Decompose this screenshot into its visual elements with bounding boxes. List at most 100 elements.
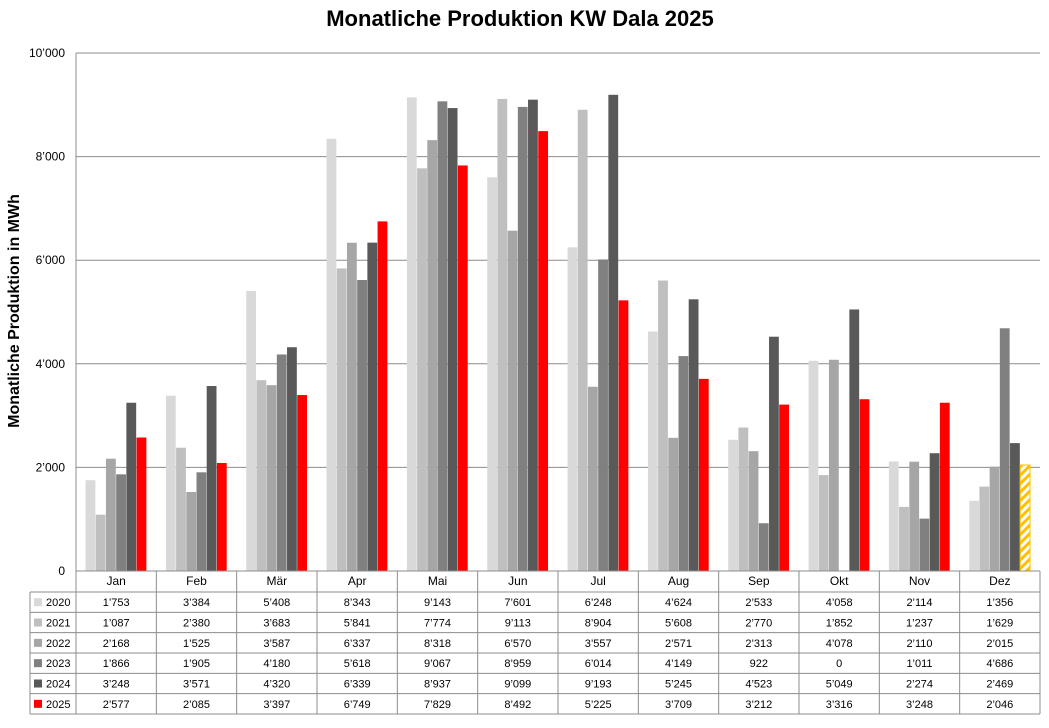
- data-label: 2’110: [906, 638, 932, 650]
- legend-label: 2025: [46, 699, 70, 711]
- legend-key-2023: [34, 659, 42, 668]
- data-label: 5’608: [665, 618, 692, 630]
- data-label: 4’320: [263, 679, 290, 691]
- bar-2024-Mär: [287, 347, 297, 571]
- data-label: 6’570: [504, 638, 531, 650]
- category-label: Nov: [909, 574, 930, 588]
- category-label: Dez: [989, 574, 1010, 588]
- data-label: 9’113: [505, 618, 531, 630]
- data-label: 9’193: [585, 679, 612, 691]
- data-label: 2’533: [745, 597, 772, 609]
- bar-2022-Mai: [427, 140, 438, 571]
- legend-label: 2021: [46, 618, 70, 630]
- data-label: 2’114: [906, 597, 932, 609]
- bar-2022-Jul: [587, 386, 598, 571]
- bar-2020-Aug: [647, 331, 658, 571]
- bar-2020-Mär: [246, 290, 257, 571]
- bar-2025-Aug: [698, 378, 709, 571]
- bar-2024-Jul: [608, 94, 619, 572]
- bar-2025-Jun: [538, 131, 549, 572]
- legend-key-2025: [34, 699, 42, 708]
- data-label: 8’492: [504, 699, 531, 711]
- bar-2024-Mai: [447, 108, 458, 571]
- bar-2023-Sep: [758, 523, 769, 571]
- data-label: 3’384: [183, 597, 210, 609]
- data-label: 6’339: [344, 679, 371, 691]
- bar-2025-Nov: [939, 402, 950, 571]
- legend-key-2022: [34, 638, 42, 647]
- data-label: 6’248: [585, 597, 612, 609]
- bar-2025-Mai: [457, 165, 468, 571]
- bar-2025-Feb: [216, 463, 227, 571]
- data-label: 9’099: [504, 679, 531, 691]
- bar-2021-Sep: [738, 427, 749, 571]
- y-axis-label: Monatliche Produktion in MWh: [6, 194, 23, 428]
- data-label: 7’601: [504, 597, 531, 609]
- bar-2023-Jun: [517, 106, 528, 572]
- bar-2020-Mai: [406, 97, 417, 571]
- bar-2024-Sep: [769, 336, 779, 571]
- bar-2023-Apr: [357, 279, 367, 571]
- legend-key-2021: [34, 618, 42, 627]
- data-label: 1’905: [183, 658, 210, 670]
- data-label: 2’577: [103, 699, 130, 711]
- data-label: 1’753: [103, 597, 130, 609]
- bar-2023-Dez: [999, 328, 1010, 571]
- y-tick-label: 8’000: [36, 150, 66, 164]
- data-label: 4’078: [826, 638, 853, 650]
- y-tick-label: 10’000: [29, 46, 65, 60]
- data-label: 3’248: [906, 699, 933, 711]
- data-label: 5’245: [665, 679, 692, 691]
- data-label: 2’085: [183, 699, 210, 711]
- data-label: 3’571: [183, 679, 210, 691]
- bar-2022-Apr: [346, 242, 357, 572]
- data-label: 4’149: [665, 658, 692, 670]
- bar-2022-Sep: [748, 451, 759, 571]
- data-label: 8’959: [504, 658, 531, 670]
- category-label: Mai: [428, 574, 447, 588]
- data-label: 8’904: [585, 618, 612, 630]
- bar-2024-Dez: [1010, 443, 1020, 571]
- data-label: 3’248: [103, 679, 130, 691]
- category-label: Okt: [830, 574, 849, 588]
- data-label: 1’525: [183, 638, 210, 650]
- bar-2022-Feb: [186, 492, 197, 571]
- data-table: Jan Feb Mär Apr Mai Jun Jul Aug Sep Okt Nov Dez 2020…: [29, 570, 1041, 715]
- data-label: 2’274: [906, 679, 933, 691]
- legend-label: 2020: [46, 597, 70, 609]
- bar-2023-Jan: [116, 474, 126, 571]
- data-label: 1’356: [986, 597, 1013, 609]
- data-label: 8’343: [344, 597, 371, 609]
- data-label: 7’774: [424, 618, 451, 630]
- y-tick-label: 6’000: [36, 253, 66, 267]
- data-label: 5’408: [263, 597, 290, 609]
- legend-label: 2022: [46, 638, 70, 650]
- data-label: 4’624: [665, 597, 692, 609]
- y-tick-label: 4’000: [36, 357, 66, 371]
- category-label: Jan: [106, 574, 125, 588]
- bar-2023-Mär: [276, 354, 287, 571]
- bar-2024-Apr: [367, 242, 378, 571]
- y-tick-labels: 0 2’000 4’000 6’000 8’000 10’000: [29, 46, 65, 578]
- bar-2025-Jan: [136, 437, 147, 571]
- data-label: 1’866: [103, 658, 130, 670]
- data-label: 3’587: [263, 638, 290, 650]
- bar-2022-Aug: [668, 437, 679, 571]
- legend-key-2020: [34, 598, 42, 607]
- bar-2023-Feb: [196, 472, 207, 571]
- data-label: 2’380: [183, 618, 210, 630]
- bar-2021-Jul: [577, 109, 588, 572]
- data-label: 3’557: [585, 638, 612, 650]
- data-label: 4’058: [826, 597, 853, 609]
- bar-2020-Dez: [969, 500, 980, 571]
- bar-2022-Jun: [507, 230, 518, 572]
- category-label: Jul: [590, 574, 605, 588]
- data-label: 5’225: [585, 699, 612, 711]
- legend-label: 2024: [46, 679, 70, 691]
- bar-2023-Aug: [678, 356, 689, 571]
- bar-2021-Okt: [818, 475, 829, 571]
- bar-2020-Feb: [165, 395, 176, 571]
- category-label: Mär: [266, 574, 287, 588]
